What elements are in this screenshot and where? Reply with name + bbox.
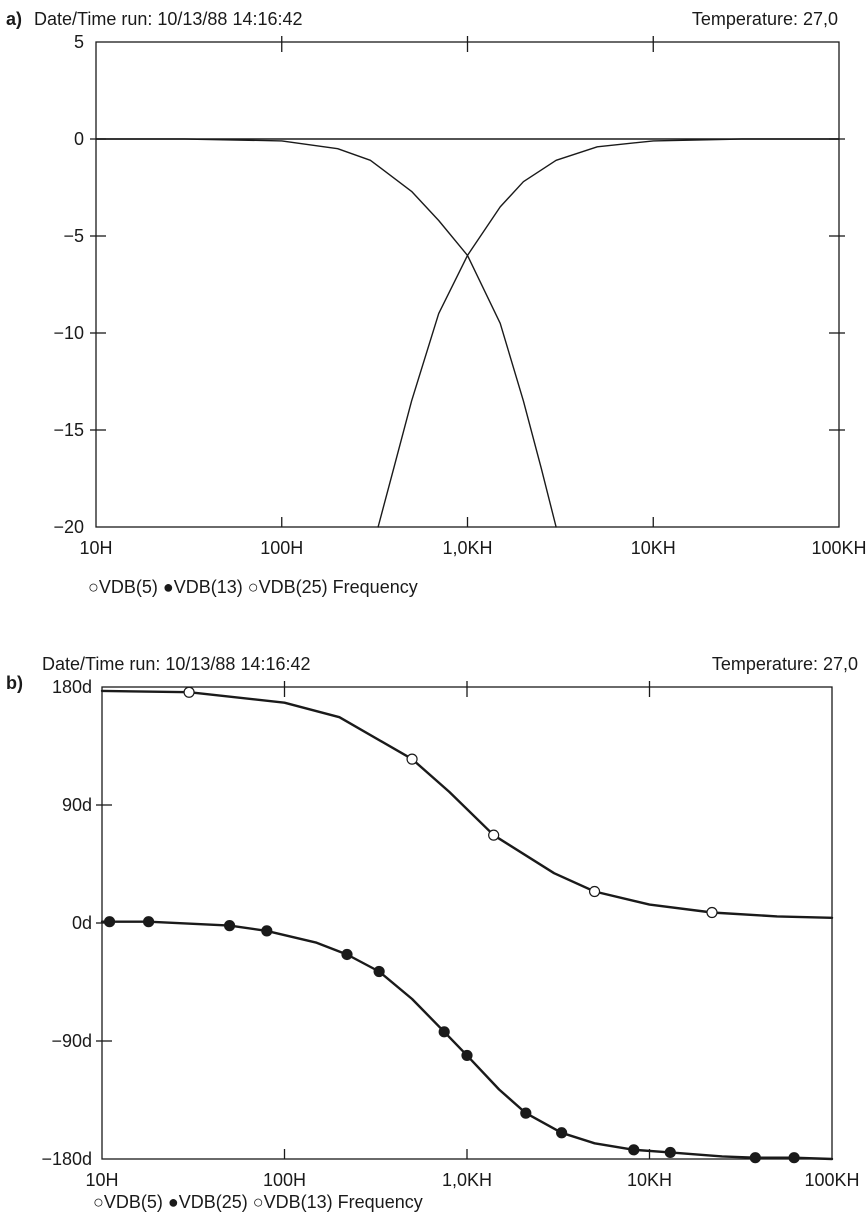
panel-a-y-tick-label: −15 [53,420,84,440]
panel-b-x-tick-label: 100H [263,1170,306,1190]
panel-b-y-tick-label: 0d [72,913,92,933]
panel-b: b) Date/Time run: 10/13/88 14:16:42 Temp… [6,654,860,1212]
panel-b-series-2-marker [103,916,116,928]
panel-a-x-tick-label: 100KH [811,538,866,558]
panel-b-series-1-marker [183,686,195,698]
panel-b-series-2-marker [788,1152,800,1164]
panel-a-y-tick-label: −5 [63,226,84,246]
panel-b-x-tick-label: 1,0KH [442,1170,492,1190]
panel-b-series-line-2 [100,920,834,1161]
panel-b-series-1-marker [488,829,500,841]
panel-b-series-2-marker [223,920,236,932]
panel-b-series-1-marker [588,885,601,898]
panel-a-x-tick-label: 10KH [631,538,676,558]
panel-b-x-tick-label: 10H [85,1170,118,1190]
panel-a-series-line-2 [377,138,840,528]
panel-b-series [100,686,834,1164]
panel-b-label: b) [6,673,23,693]
panel-a-header-left: Date/Time run: 10/13/88 14:16:42 [34,9,303,29]
panel-a-y-ticks: 5 0 −5 −10 −15 −20 [53,32,845,537]
panel-a-x-tick-label: 1,0KH [442,538,492,558]
panel-b-series-2-marker [749,1152,761,1164]
panel-b-header-left: Date/Time run: 10/13/88 14:16:42 [42,654,311,674]
panel-a-series-line-1 [95,138,557,528]
panel-a-series [95,138,840,528]
panel-b-series-2-marker [556,1127,568,1139]
panel-a-x-tick-label: 10H [79,538,112,558]
panel-b-x-tick-label: 100KH [804,1170,859,1190]
panel-b-series-2-marker [261,925,273,937]
panel-a: a) Date/Time run: 10/13/88 14:16:42 Temp… [6,9,867,597]
panel-b-series-2-marker [520,1107,532,1119]
panel-a-header-right: Temperature: 27,0 [692,9,838,29]
panel-b-series-1-marker [706,906,718,919]
panel-b-header-right: Temperature: 27,0 [712,654,858,674]
panel-b-series-2-marker [438,1026,450,1038]
panel-b-series-line-1 [100,689,834,919]
panel-a-label: a) [6,9,22,29]
panel-a-y-tick-label: 5 [74,32,84,52]
panel-b-series-1-marker [406,753,418,765]
panel-a-legend: ○VDB(5) ●VDB(13) ○VDB(25) Frequency [88,577,418,597]
panel-b-series-2-marker [628,1144,640,1156]
panel-b-y-tick-label: −90d [51,1031,92,1051]
panel-b-series-2-marker [341,948,353,961]
panel-a-x-tick-label: 100H [260,538,303,558]
panel-b-x-ticks: 10H 100H 1,0KH 10KH 100KH [85,681,860,1190]
panel-b-y-tick-label: −180d [41,1149,92,1169]
panel-b-y-ticks: 180d 90d 0d −90d −180d [41,677,112,1169]
panel-b-y-tick-label: 90d [62,795,92,815]
panel-b-x-tick-label: 10KH [627,1170,672,1190]
panel-b-series-2-marker [461,1049,473,1062]
panel-a-y-tick-label: 0 [74,129,84,149]
panel-b-legend: ○VDB(5) ●VDB(25) ○VDB(13) Frequency [93,1192,423,1212]
panel-a-y-tick-label: −10 [53,323,84,343]
panel-b-plot-frame [101,686,833,1160]
panel-b-series-2-marker [373,965,385,978]
panel-a-y-tick-label: −20 [53,517,84,537]
panel-a-x-ticks: 10H 100H 1,0KH 10KH 100KH [79,36,867,558]
panel-b-y-tick-label: 180d [52,677,92,697]
panel-a-plot-frame [95,41,840,528]
panel-b-series-2-marker [664,1146,676,1159]
panel-b-series-2-marker [142,916,155,928]
